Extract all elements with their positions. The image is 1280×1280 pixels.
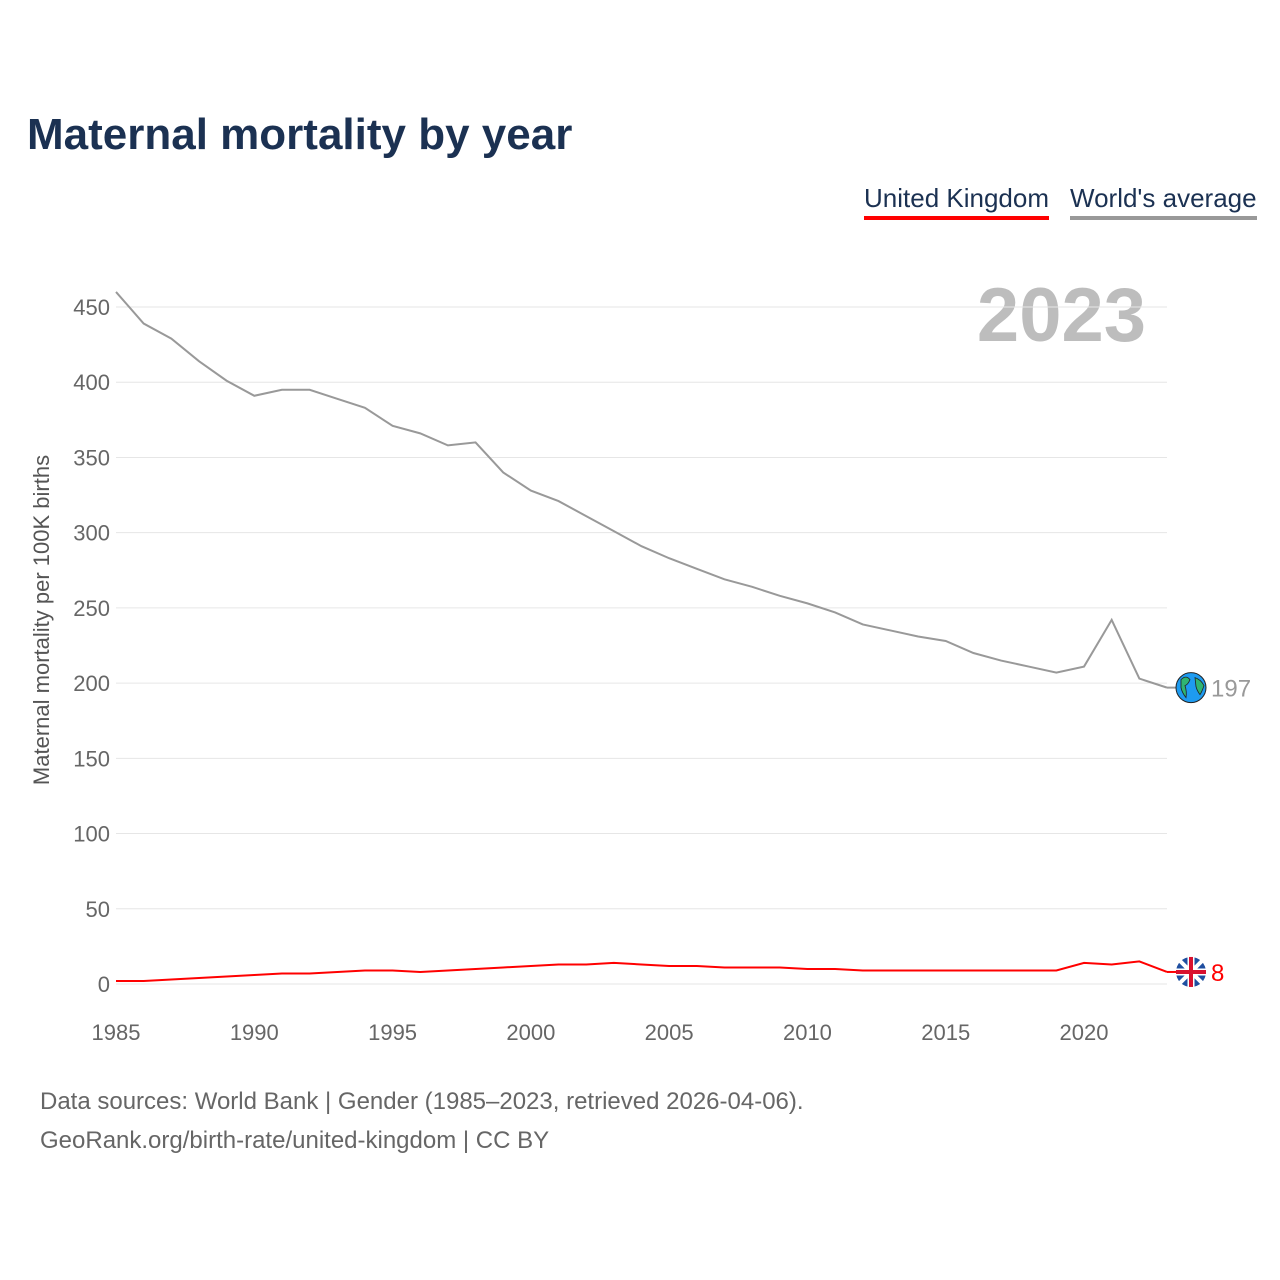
- x-tick-label: 1995: [368, 1020, 417, 1045]
- x-tick-label: 1985: [92, 1020, 141, 1045]
- x-tick-label: 1990: [230, 1020, 279, 1045]
- y-tick-label: 200: [73, 671, 110, 696]
- source-link[interactable]: GeoRank.org/birth-rate/united-kingdom | …: [40, 1127, 550, 1154]
- legend-world-average[interactable]: World's average: [1070, 183, 1257, 220]
- x-tick-label: 2005: [645, 1020, 694, 1045]
- x-tick-label: 2000: [506, 1020, 555, 1045]
- x-tick-label: 2015: [921, 1020, 970, 1045]
- source-line: Data sources: World Bank | Gender (1985–…: [40, 1088, 804, 1115]
- x-tick-label: 2010: [783, 1020, 832, 1045]
- y-tick-label: 450: [73, 295, 110, 320]
- y-tick-label: 100: [73, 822, 110, 847]
- y-tick-label: 400: [73, 370, 110, 395]
- y-tick-label: 50: [86, 897, 110, 922]
- globe-continent: [1180, 676, 1191, 699]
- y-tick-label: 300: [73, 521, 110, 546]
- y-tick-label: 150: [73, 746, 110, 771]
- series-line-world: [115, 291, 1168, 689]
- chart-title: Maternal mortality by year: [27, 110, 573, 159]
- y-tick-label: 250: [73, 596, 110, 621]
- series-line-uk: [116, 960, 1168, 982]
- y-tick-label: 0: [98, 972, 110, 997]
- end-value-label: 8: [1211, 960, 1224, 987]
- year-watermark: 2023: [976, 273, 1146, 358]
- y-tick-label: 350: [73, 445, 110, 470]
- end-value-label: 197: [1211, 676, 1251, 703]
- globe-continent: [1194, 677, 1205, 696]
- legend-united-kingdom[interactable]: United Kingdom: [864, 183, 1049, 220]
- x-tick-label: 2020: [1060, 1020, 1109, 1045]
